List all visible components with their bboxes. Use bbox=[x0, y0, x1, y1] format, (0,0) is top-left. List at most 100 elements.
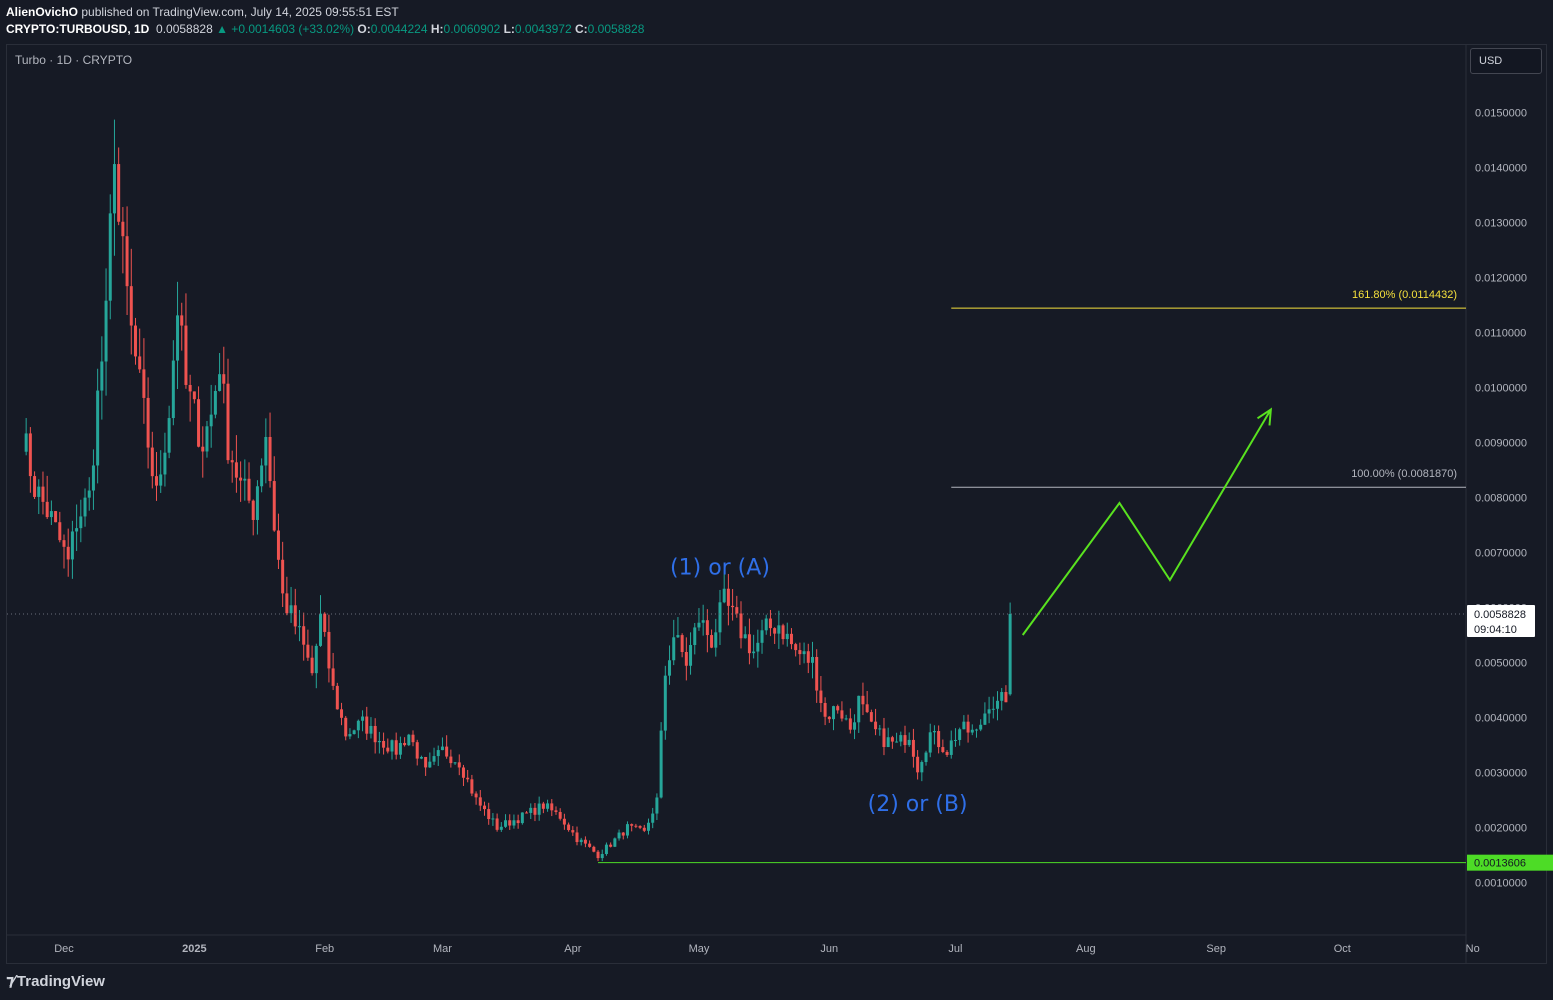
candle-body bbox=[369, 725, 373, 734]
candle-body bbox=[348, 734, 352, 737]
candle-body bbox=[75, 528, 79, 532]
candle-body bbox=[991, 708, 995, 710]
candle-body bbox=[676, 635, 680, 638]
candle-body bbox=[899, 735, 903, 742]
candle-body bbox=[386, 747, 390, 752]
candle-body bbox=[684, 651, 688, 666]
candle-body bbox=[516, 820, 520, 824]
candle-body bbox=[718, 602, 722, 633]
candle-body bbox=[356, 720, 360, 731]
candle-body bbox=[579, 839, 583, 843]
candle-body bbox=[302, 626, 306, 645]
price-change: ▲ +0.0014603 (+33.02%) bbox=[216, 22, 355, 36]
candle-body bbox=[24, 433, 28, 452]
candle-body bbox=[836, 706, 840, 711]
candle-body bbox=[184, 325, 188, 385]
candle-body bbox=[171, 360, 175, 419]
x-tick-label: May bbox=[689, 943, 710, 955]
candle-body bbox=[974, 729, 978, 731]
candle-body bbox=[495, 818, 499, 830]
y-tick-label: 0.0150000 bbox=[1475, 108, 1527, 120]
candle-body bbox=[512, 820, 516, 826]
candle-body bbox=[205, 426, 209, 452]
countdown-label: 09:04:10 bbox=[1474, 624, 1517, 636]
candle-body bbox=[928, 732, 932, 753]
candle-body bbox=[525, 812, 529, 814]
candle-body bbox=[457, 762, 461, 768]
candle-body bbox=[848, 718, 852, 730]
candle-body bbox=[1008, 613, 1012, 695]
tradingview-logo-icon: ⁊⁄ bbox=[6, 973, 15, 990]
candle-body bbox=[453, 762, 457, 764]
candle-body bbox=[550, 803, 554, 811]
tradingview-logo[interactable]: ⁊⁄ TradingView bbox=[6, 971, 105, 991]
candle-body bbox=[987, 709, 991, 714]
candle-body bbox=[79, 516, 83, 529]
candle-body bbox=[268, 436, 272, 482]
candle-body bbox=[37, 486, 41, 497]
candle-body bbox=[272, 481, 276, 531]
candle-body bbox=[663, 675, 667, 731]
chart-header: AlienOvichO published on TradingView.com… bbox=[6, 4, 644, 38]
candle-body bbox=[403, 742, 407, 746]
y-tick-label: 0.0040000 bbox=[1475, 713, 1527, 725]
projection-path bbox=[1021, 408, 1272, 636]
candle-body bbox=[260, 465, 264, 487]
candle-body bbox=[945, 751, 949, 755]
y-tick-label: 0.0050000 bbox=[1475, 658, 1527, 670]
candle-body bbox=[192, 391, 196, 400]
candle-body bbox=[630, 824, 634, 826]
candle-body bbox=[285, 593, 289, 614]
candle-body bbox=[823, 703, 827, 717]
candle-body bbox=[642, 827, 646, 831]
candle-body bbox=[781, 625, 785, 640]
y-tick-label: 0.0030000 bbox=[1475, 768, 1527, 780]
candle-body bbox=[424, 756, 428, 768]
y-tick-label: 0.0130000 bbox=[1475, 218, 1527, 230]
candle-body bbox=[104, 300, 108, 362]
current-price-tag bbox=[1467, 604, 1535, 637]
candles-group bbox=[24, 119, 1012, 862]
candle-body bbox=[377, 740, 381, 743]
candle-body bbox=[176, 315, 180, 361]
open-label: O: bbox=[357, 22, 371, 36]
candle-body bbox=[209, 414, 213, 427]
candle-body bbox=[806, 651, 810, 663]
wave-label-1-or-a: (1) or (A) bbox=[670, 556, 770, 581]
candle-body bbox=[638, 826, 642, 828]
projection-arrowhead bbox=[1256, 407, 1273, 426]
candle-body bbox=[567, 824, 571, 831]
candle-body bbox=[743, 634, 747, 639]
candle-body bbox=[243, 478, 247, 481]
candle-body bbox=[289, 605, 293, 614]
candle-body bbox=[962, 721, 966, 730]
candle-body bbox=[747, 634, 751, 654]
candle-body bbox=[773, 628, 777, 634]
candle-body bbox=[155, 476, 159, 486]
candle-body bbox=[701, 620, 705, 623]
candle-body bbox=[508, 820, 512, 826]
candle-body bbox=[226, 383, 230, 461]
candle-body bbox=[600, 854, 604, 859]
candle-body bbox=[861, 695, 865, 705]
chart-frame bbox=[6, 44, 1547, 964]
candle-body bbox=[112, 164, 116, 214]
x-tick-label: No bbox=[1466, 943, 1480, 955]
candle-body bbox=[251, 500, 255, 520]
candle-body bbox=[487, 809, 491, 820]
currency-button[interactable]: USD bbox=[1470, 48, 1542, 74]
candle-body bbox=[83, 497, 87, 517]
candle-body bbox=[133, 325, 137, 357]
candle-body bbox=[634, 825, 638, 827]
x-tick-label: Mar bbox=[433, 943, 452, 955]
candle-body bbox=[689, 645, 693, 666]
candle-body bbox=[213, 390, 217, 415]
candle-body bbox=[731, 605, 735, 608]
candle-body bbox=[853, 722, 857, 730]
candle-body bbox=[819, 690, 823, 704]
y-tick-label: 0.0090000 bbox=[1475, 438, 1527, 450]
candle-body bbox=[314, 645, 318, 674]
author-name[interactable]: AlienOvichO bbox=[6, 5, 79, 19]
support-price-tag bbox=[1467, 854, 1553, 871]
